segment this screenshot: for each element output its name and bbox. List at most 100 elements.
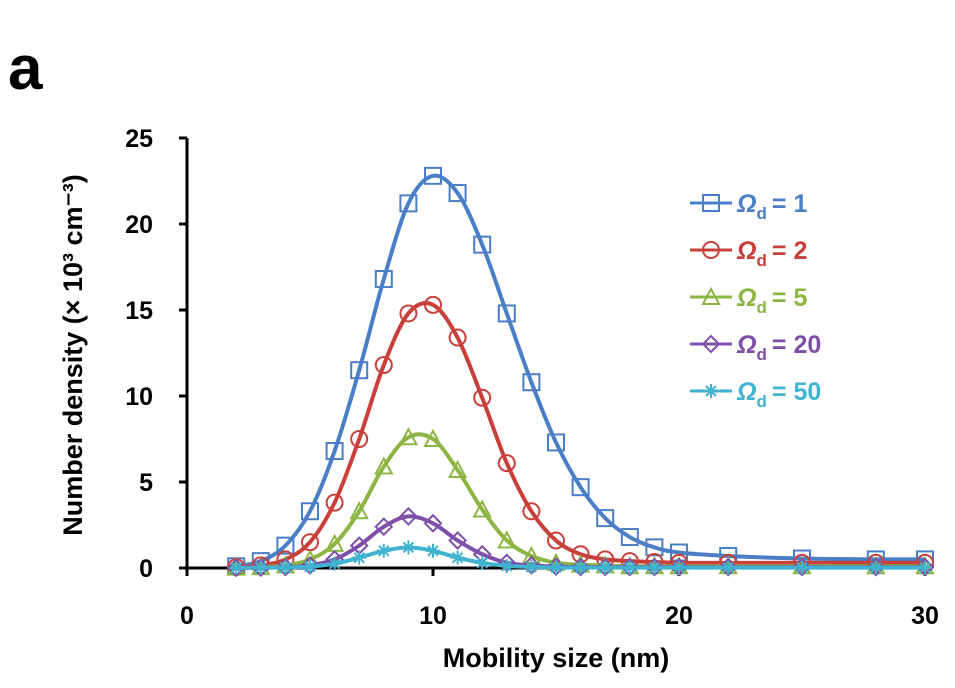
data-point (598, 560, 613, 575)
data-point (450, 550, 465, 565)
data-point (547, 433, 565, 452)
legend-marker (702, 194, 720, 212)
data-point (546, 557, 566, 577)
legend-symbol: Ω (736, 378, 757, 406)
data-point (472, 499, 492, 518)
data-point (253, 560, 268, 575)
data-point (524, 559, 539, 574)
data-point (327, 556, 342, 571)
legend-label: Ωd = 1 (736, 190, 807, 223)
data-point (672, 560, 686, 575)
data-point (399, 304, 418, 323)
x-tick-label: 30 (911, 602, 939, 630)
legend-item: Ωd = 2 (690, 237, 807, 270)
data-point (522, 502, 541, 521)
legend-subscript: d (757, 251, 767, 270)
y-tick-label: 10 (125, 383, 153, 411)
data-point (352, 550, 367, 565)
data-point (424, 166, 442, 185)
legend-item: Ωd = 1 (690, 190, 807, 223)
data-point (645, 538, 664, 557)
data-point (350, 361, 369, 380)
data-point (918, 560, 932, 575)
legend-label: Ωd = 20 (736, 331, 821, 364)
data-point (276, 536, 295, 555)
data-point (868, 560, 883, 575)
data-point (669, 557, 689, 577)
legend-marker (701, 334, 721, 354)
data-point (718, 557, 738, 577)
data-point (349, 501, 369, 520)
data-point (374, 270, 393, 289)
legend-label: Ωd = 2 (736, 237, 807, 270)
y-tick-label: 5 (139, 469, 153, 497)
legend-marker (704, 384, 718, 398)
data-point (374, 356, 393, 375)
panel-label: a (8, 34, 43, 103)
data-point (401, 540, 416, 555)
data-point (275, 557, 295, 577)
data-point (226, 558, 246, 578)
legend-value: = 5 (772, 284, 808, 312)
series-line (236, 301, 925, 570)
data-point (398, 427, 419, 446)
x-tick-label: 20 (665, 602, 693, 630)
data-point (620, 557, 640, 577)
legend: Ωd = 1 Ωd = 2 Ωd = 5 Ωd = 20 Ωd = 50 (690, 190, 821, 411)
legend-item: Ωd = 20 (690, 331, 821, 364)
data-point (423, 513, 443, 533)
data-point (303, 559, 317, 574)
data-point (497, 530, 517, 549)
y-tick-label: 15 (125, 297, 153, 325)
data-point (596, 509, 615, 528)
data-point (647, 560, 662, 575)
legend-subscript: d (757, 204, 767, 223)
data-point (376, 543, 391, 558)
legend-value: = 2 (772, 237, 807, 265)
data-point (325, 442, 344, 461)
data-point (497, 454, 516, 473)
data-point (573, 560, 588, 575)
data-point (374, 517, 394, 537)
data-point (721, 560, 736, 575)
x-axis-title: Mobility size (nm) (443, 643, 670, 673)
legend-label: Ωd = 5 (736, 284, 807, 317)
data-point (301, 502, 319, 521)
data-point (447, 459, 468, 478)
data-point (866, 557, 886, 577)
legend-marker (701, 286, 721, 305)
series-1 (227, 166, 934, 576)
data-point (426, 543, 440, 558)
data-point (915, 557, 935, 577)
data-point (398, 506, 418, 526)
legend-value: = 50 (772, 378, 821, 406)
series-5 (229, 540, 932, 575)
data-point (448, 184, 467, 203)
data-point (350, 430, 369, 448)
data-point (499, 558, 514, 573)
legend-symbol: Ω (736, 284, 757, 312)
data-point (278, 560, 293, 575)
legend-symbol: Ω (736, 331, 757, 359)
data-point (448, 328, 467, 347)
series-line (236, 432, 925, 570)
legend-item: Ωd = 5 (690, 284, 807, 317)
data-point (622, 560, 637, 575)
legend-value: = 1 (772, 190, 808, 218)
data-point (497, 304, 516, 323)
y-ticks: 0 5 10 15 20 25 (125, 125, 187, 583)
series-layer (226, 166, 935, 578)
data-point (795, 560, 809, 575)
legend-subscript: d (757, 298, 767, 317)
series-line (235, 173, 926, 569)
data-point (549, 560, 563, 575)
legend-symbol: Ω (736, 237, 757, 265)
data-point (547, 531, 565, 550)
data-point (522, 373, 541, 392)
data-point (448, 531, 468, 550)
legend-marker (702, 241, 720, 259)
data-point (644, 557, 664, 577)
data-point (423, 428, 443, 447)
data-point (473, 235, 492, 254)
